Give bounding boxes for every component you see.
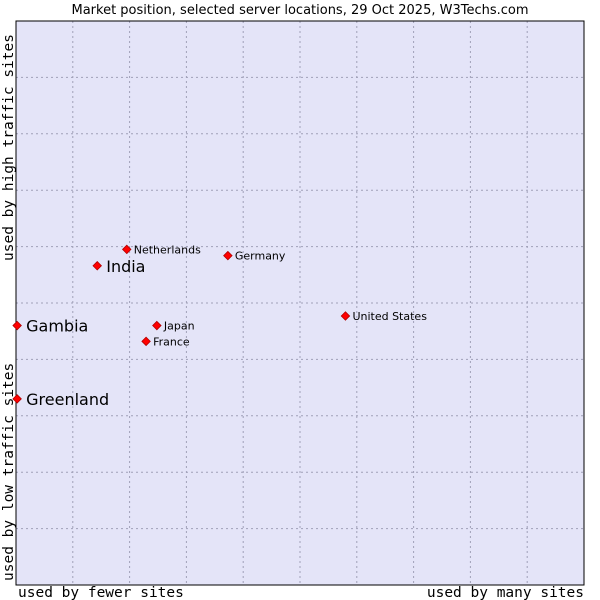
data-point-united-states: United States [340,310,427,323]
data-point-greenland: Greenland [12,390,109,409]
point-marker-greenland [12,394,22,404]
x-axis-label-left: used by fewer sites [18,585,184,600]
chart-title: Market position, selected server locatio… [71,3,528,18]
point-label-united-states: United States [352,310,427,323]
point-marker-japan [152,320,162,331]
point-marker-france [141,336,151,347]
data-point-germany: Germany [223,250,286,263]
data-point-netherlands: Netherlands [121,243,201,256]
point-label-germany: Germany [235,250,286,263]
y-axis-label-top: used by high traffic sites [1,34,17,261]
point-label-gambia: Gambia [26,317,88,336]
point-label-japan: Japan [163,320,195,333]
point-label-netherlands: Netherlands [134,243,201,256]
point-marker-netherlands [121,244,132,255]
point-marker-gambia [12,320,22,331]
point-marker-united-states [340,311,351,321]
data-point-gambia: Gambia [12,317,88,336]
grid [16,21,584,585]
data-point-japan: Japan [152,320,195,333]
data-point-france: France [141,335,190,348]
plot-border [15,20,585,586]
data-point-india: India [92,257,145,276]
point-label-greenland: Greenland [26,390,109,409]
y-axis-label-bottom: used by low traffic sites [1,363,17,581]
point-marker-germany [223,250,233,261]
point-label-france: France [153,335,190,348]
point-marker-india [92,261,102,271]
x-axis-label-right: used by many sites [427,585,584,600]
point-label-india: India [106,257,145,276]
